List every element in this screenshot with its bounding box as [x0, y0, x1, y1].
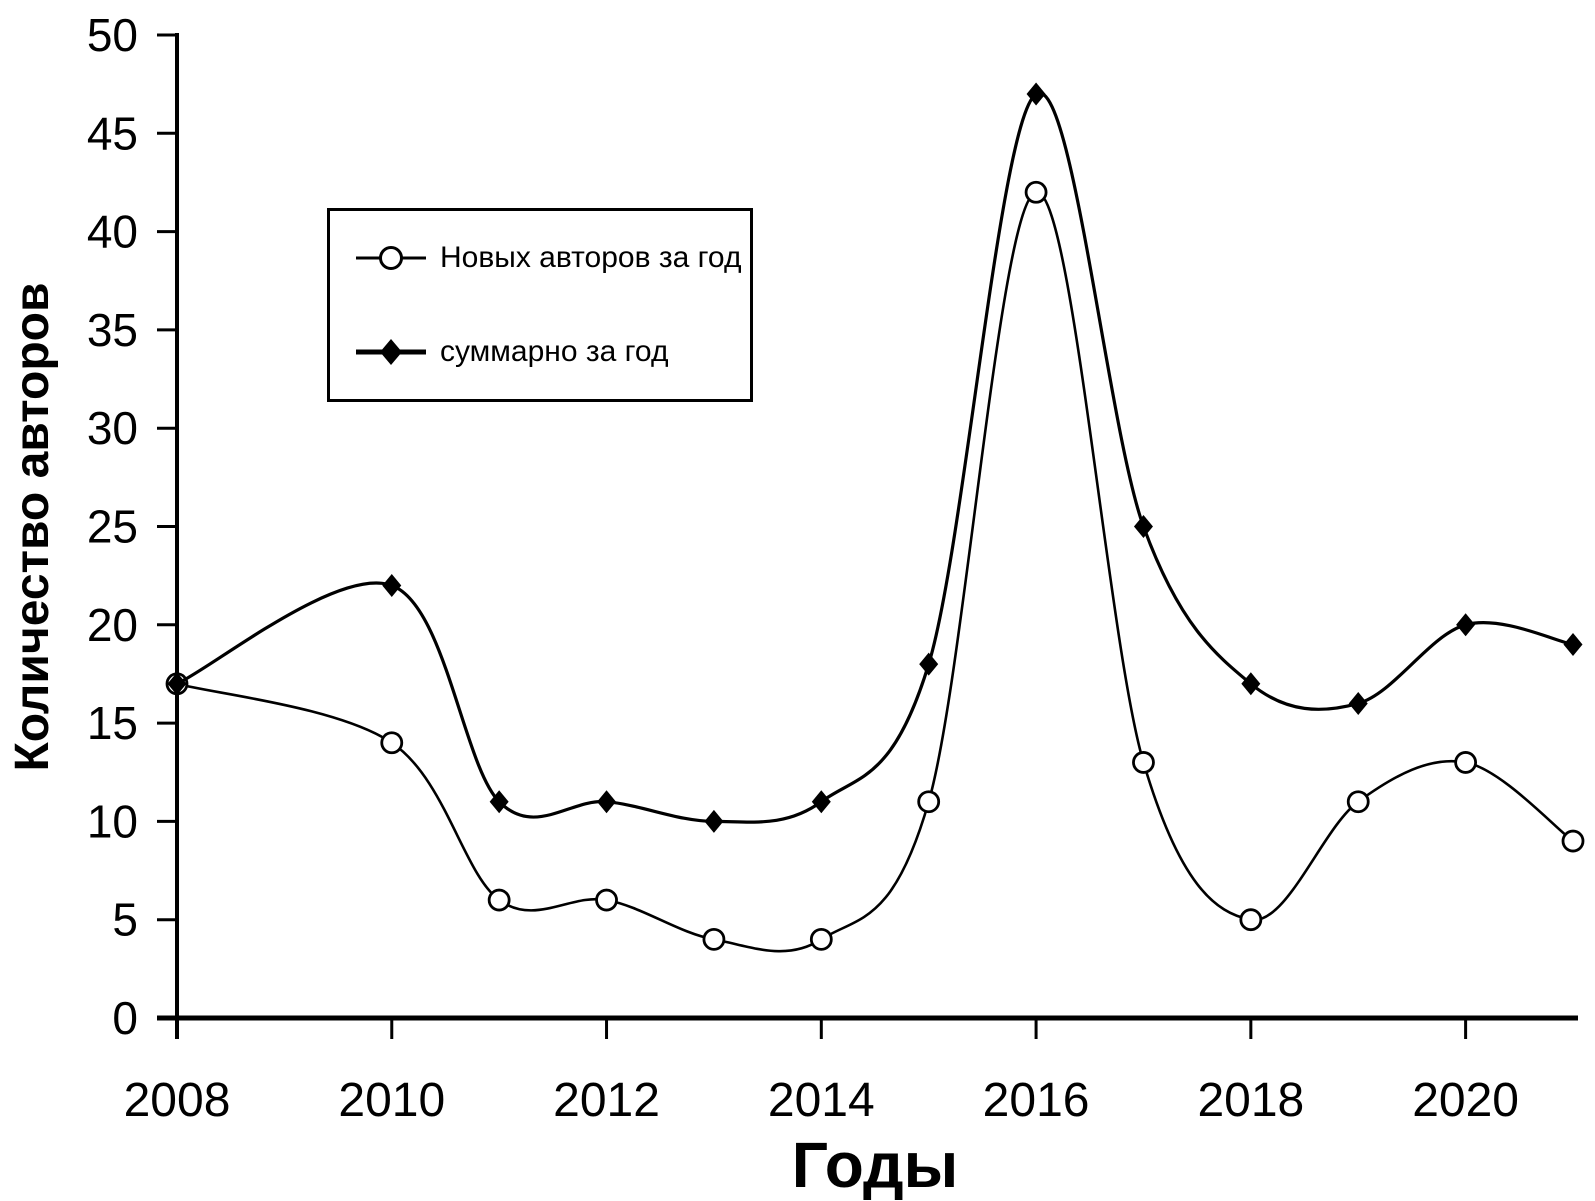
data-point-marker-circle [1561, 829, 1585, 853]
data-point-marker-circle [380, 731, 404, 755]
data-point-marker-diamond [489, 790, 509, 814]
data-point-marker-diamond [1456, 613, 1476, 637]
data-point-marker-circle [1239, 908, 1263, 932]
data-point-marker-circle [809, 927, 833, 951]
x-tick-label: 2014 [768, 1074, 875, 1127]
x-tick-label: 2008 [124, 1074, 231, 1127]
x-tick-label: 2010 [338, 1074, 445, 1127]
data-point-marker-diamond [919, 652, 939, 676]
y-tick-label: 20 [87, 599, 138, 651]
data-point-marker-diamond [1026, 82, 1046, 106]
data-point-marker-circle [702, 927, 726, 951]
data-point-marker-diamond [597, 790, 617, 814]
data-point-marker-diamond [704, 809, 724, 833]
y-tick-label: 30 [87, 402, 138, 454]
data-point-marker-diamond [167, 672, 187, 696]
data-point-marker-circle [1346, 790, 1370, 814]
x-tick-label: 2020 [1412, 1074, 1519, 1127]
legend-label-total: суммарно за год [440, 335, 669, 368]
x-tick-label: 2012 [553, 1074, 660, 1127]
legend-item-new-authors: Новых авторов за год [354, 236, 750, 280]
data-point-marker-diamond [1563, 632, 1583, 656]
data-point-marker-circle [917, 790, 941, 814]
y-tick-label: 45 [87, 107, 138, 159]
x-tick-label: 2018 [1197, 1074, 1304, 1127]
data-point-marker-circle [1454, 751, 1478, 774]
x-tick-label: 2016 [983, 1074, 1090, 1127]
legend-item-total: суммарно за год [354, 330, 750, 374]
data-point-marker-circle [487, 888, 511, 912]
data-point-marker-circle [1132, 751, 1155, 774]
data-point-marker-circle [595, 888, 618, 912]
open-circle-marker-icon [356, 246, 426, 270]
legend: Новых авторов за год суммарно за год [327, 208, 753, 402]
y-tick-label: 25 [87, 501, 138, 553]
y-tick-label: 50 [87, 9, 138, 61]
data-point-marker-diamond [1241, 672, 1261, 696]
filled-diamond-marker-icon [356, 339, 426, 365]
y-tick-label: 15 [87, 697, 138, 749]
y-tick-label: 0 [112, 992, 138, 1044]
x-axis-title: Годы [791, 1129, 959, 1201]
y-tick-label: 40 [87, 206, 138, 258]
y-tick-label: 35 [87, 304, 138, 356]
data-point-marker-diamond [811, 790, 831, 814]
y-tick-label: 10 [87, 795, 138, 847]
y-tick-label: 5 [112, 894, 138, 946]
data-point-marker-diamond [382, 573, 402, 597]
legend-label-new-authors: Новых авторов за год [440, 241, 742, 274]
data-point-marker-diamond [1133, 515, 1153, 538]
y-axis-title: Количество авторов [6, 282, 59, 772]
series-line-total [176, 91, 1574, 824]
data-point-marker-diamond [1348, 691, 1368, 715]
data-point-marker-circle [1024, 180, 1048, 204]
